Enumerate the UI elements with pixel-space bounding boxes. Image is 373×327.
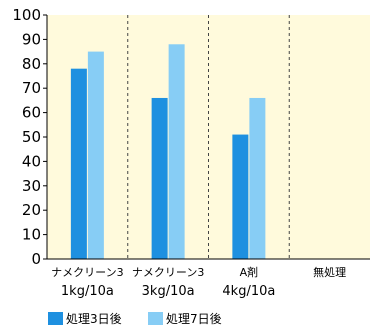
y-tick-label: 80 [22,55,41,73]
bar-day3 [151,97,168,260]
x-category-label: 無処理 [313,265,346,279]
y-tick-label: 0 [31,250,41,268]
y-tick-label: 20 [22,201,41,219]
y-tick-label: 90 [22,30,41,48]
bar-day7 [249,97,266,260]
y-tick-label: 30 [22,177,41,195]
y-tick-label: 100 [12,6,41,24]
legend: 処理3日後 処理7日後 [48,312,222,326]
y-tick-label: 50 [22,128,41,146]
x-axis: ナメクリーン3 1kg/10a ナメクリーン3 3kg/10a A剤 4kg/10a 無処理 [47,15,370,299]
x-category-label: ナメクリーン3 [132,266,204,279]
bar-day3 [232,134,249,259]
y-axis: 0 10 20 30 40 50 60 70 80 90 100 [12,6,48,268]
legend-swatch [148,312,163,325]
x-category-sublabel: 4kg/10a [222,284,275,299]
bar-day3 [70,68,87,260]
legend-swatch [48,312,63,325]
y-tick-label: 60 [22,104,41,122]
x-category-label: A剤 [240,265,259,279]
bars [70,44,266,260]
bar-day7 [168,44,185,259]
x-category-label: ナメクリーン3 [51,266,123,279]
x-category-sublabel: 3kg/10a [142,284,195,299]
y-tick-label: 10 [22,226,41,244]
bar-day7 [87,51,104,259]
legend-label: 処理7日後 [166,312,222,326]
legend-label: 処理3日後 [66,312,122,326]
x-category-sublabel: 1kg/10a [61,284,114,299]
y-tick-label: 40 [22,152,41,170]
y-tick-label: 70 [22,79,41,97]
